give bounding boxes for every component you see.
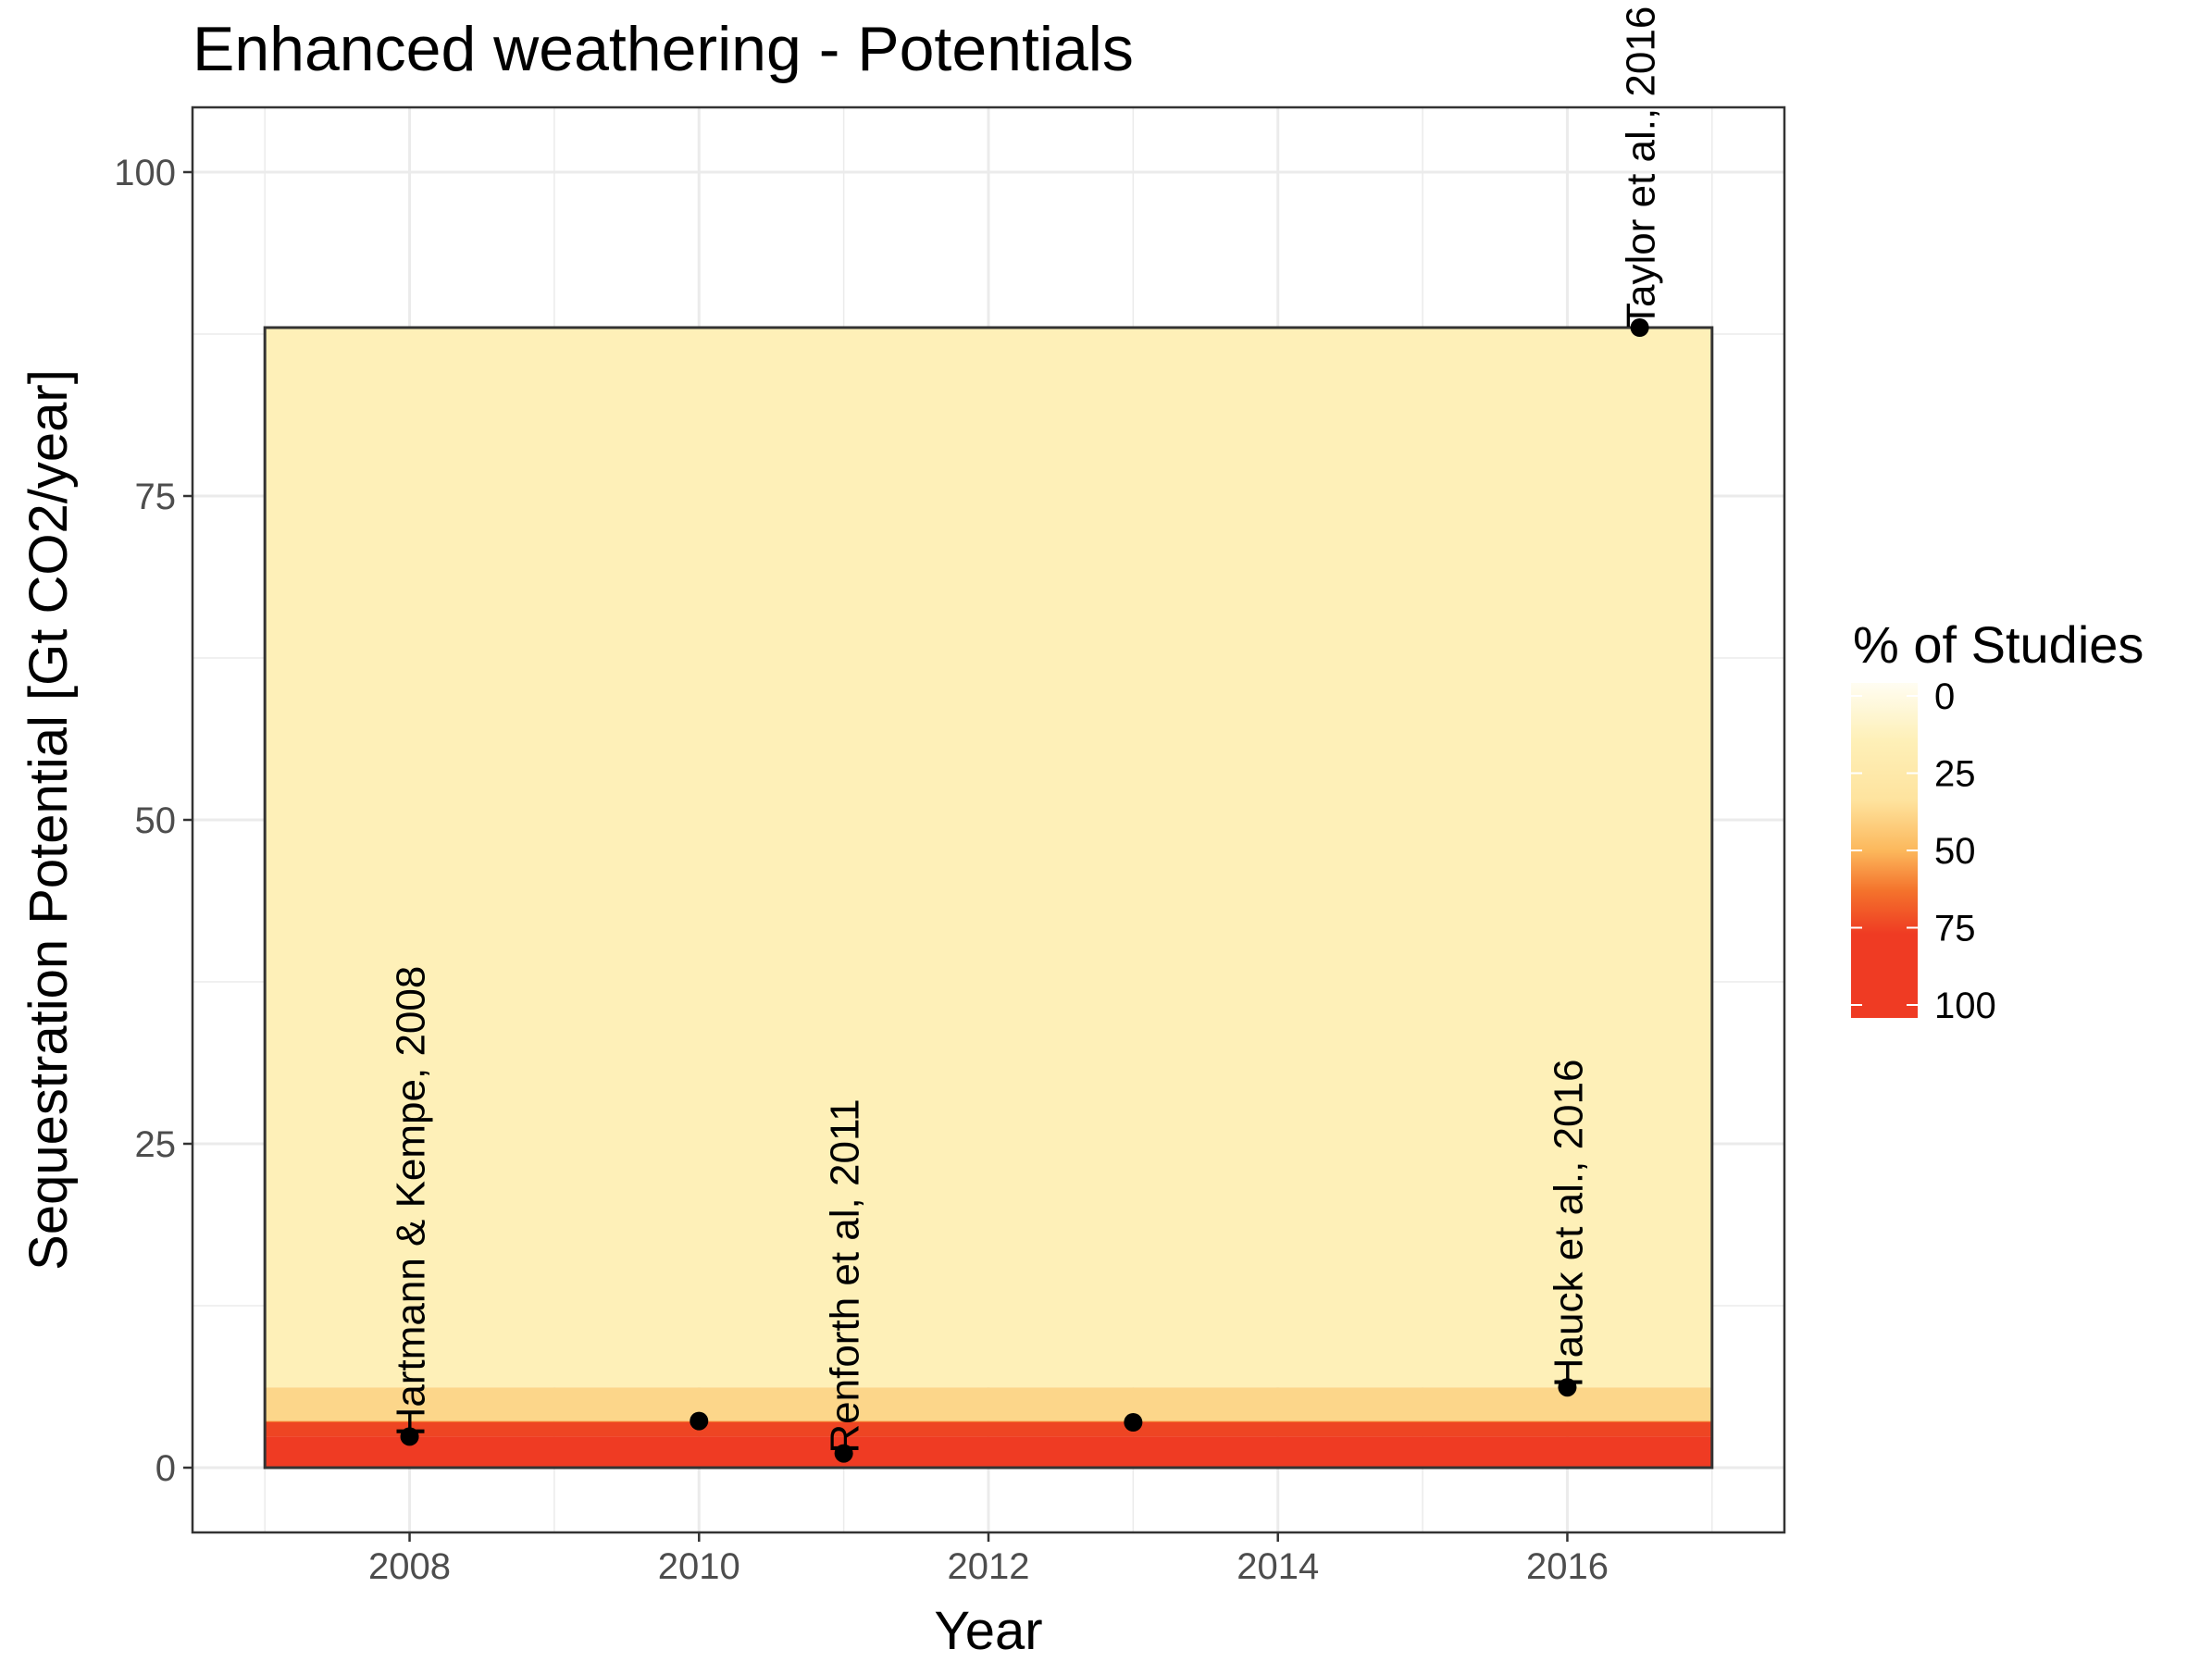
coverage-band [265,328,1712,1388]
legend: % of Studies 0 25 50 75 100 [1851,615,2144,1026]
point-label: Hauck et al., 2016 [1546,1060,1591,1388]
data-point [834,1444,853,1463]
point-label: Renforth et al, 2011 [823,1098,868,1453]
chart-title: Enhanced weathering - Potentials [193,14,1134,84]
data-point [1630,318,1649,337]
point-label: Hartmann & Kempe, 2008 [389,966,434,1437]
coverage-band [265,1422,1712,1437]
data-point [690,1411,709,1431]
y-tick-label: 0 [155,1448,176,1489]
x-axis-title: Year [934,1601,1042,1661]
legend-tick-label: 75 [1934,909,1976,949]
coverage-band [265,1387,1712,1421]
data-point [1558,1378,1577,1397]
coverage-band [265,1436,1712,1468]
x-tick-label: 2016 [1526,1546,1609,1587]
x-tick-label: 2014 [1236,1546,1319,1587]
y-tick-label: 100 [114,153,176,193]
data-point [400,1427,419,1446]
data-points [400,318,1649,1463]
y-axis: 0 25 50 75 100 [114,153,193,1489]
study-coverage-bands [265,328,1712,1468]
y-tick-label: 25 [135,1124,177,1165]
range-outline [263,326,1714,1470]
legend-title: % of Studies [1853,615,2144,674]
point-label: Taylor et al., 2016 [1619,6,1664,328]
x-tick-label: 2008 [368,1546,451,1587]
plot-panel: Hartmann & Kempe, 2008 Renforth et al, 20… [191,6,1786,1534]
x-tick-label: 2010 [658,1546,740,1587]
data-point [1124,1413,1143,1432]
legend-tick-label: 50 [1934,831,1976,872]
x-axis: 2008 2010 2012 2014 2016 [368,1532,1609,1587]
y-tick-label: 50 [135,800,177,841]
legend-tick-label: 100 [1934,986,1996,1026]
y-axis-title: Sequestration Potential [Gt CO2/year] [19,369,79,1271]
legend-ticks: 0 25 50 75 100 [1851,676,1996,1026]
coverage-band [265,1420,1712,1422]
point-labels: Hartmann & Kempe, 2008 Renforth et al, 20… [389,6,1664,1454]
x-tick-label: 2012 [948,1546,1030,1587]
legend-tick-label: 0 [1934,676,1955,717]
y-tick-label: 75 [135,477,177,517]
legend-tick-label: 25 [1934,754,1976,795]
